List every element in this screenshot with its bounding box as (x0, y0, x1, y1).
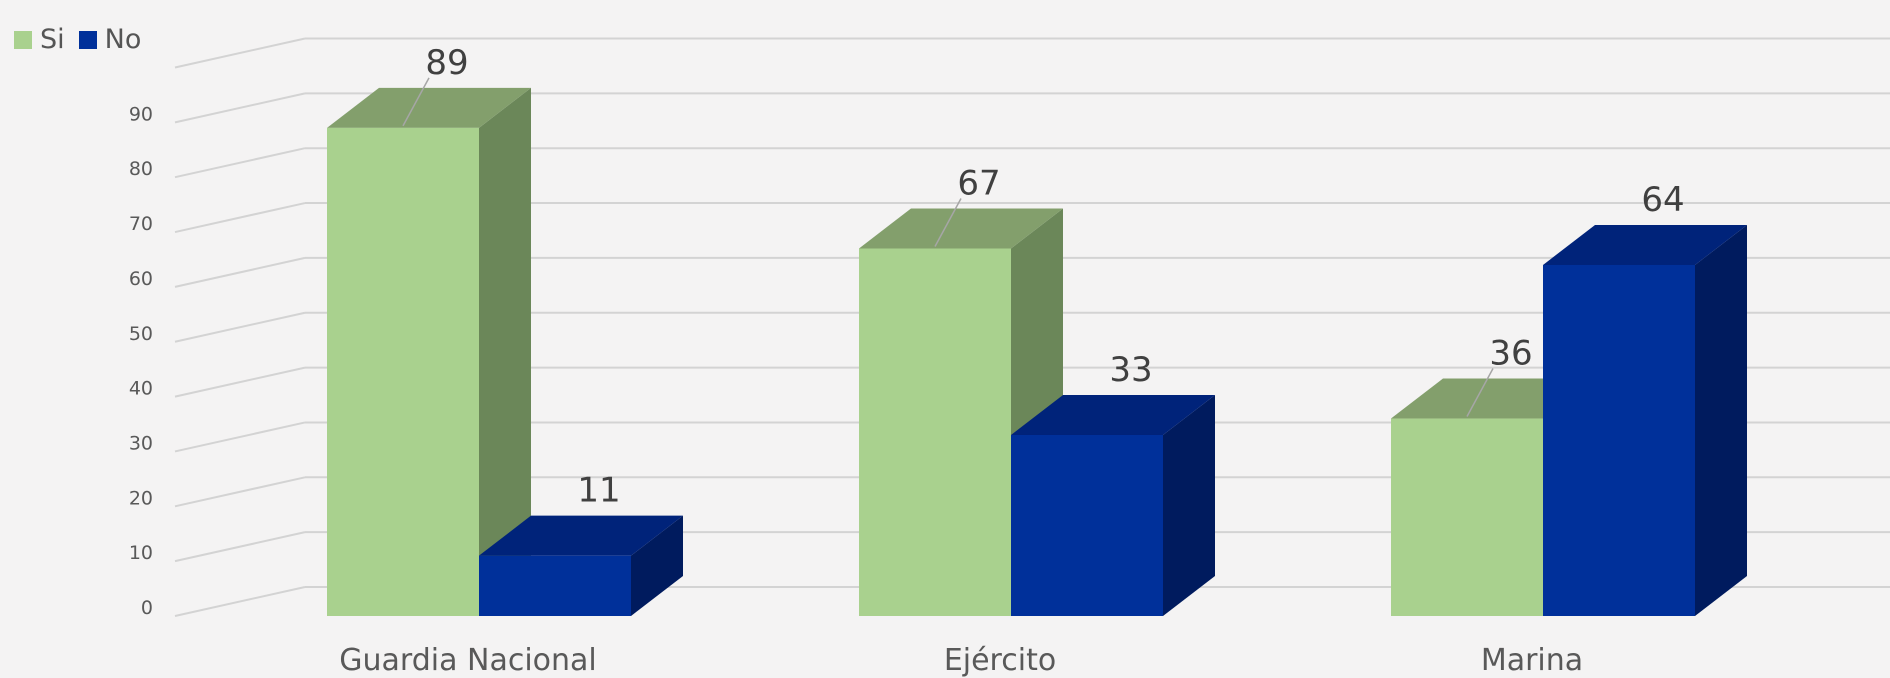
leader-line (934, 198, 962, 247)
leader-line (402, 77, 430, 127)
gridline-side (174, 476, 306, 508)
bar-top (327, 87, 531, 128)
bar-top (479, 515, 683, 556)
bar (859, 248, 1011, 616)
data-label: 89 (425, 43, 468, 83)
bar-top (859, 208, 1063, 249)
y-tick-label: 20 (129, 487, 153, 509)
bar-side (479, 87, 531, 616)
gridline-side (174, 421, 306, 453)
gridline-side (174, 147, 306, 179)
y-tick-label: 30 (129, 432, 153, 454)
legend-label-no: No (104, 24, 142, 55)
data-label: 64 (1641, 180, 1684, 220)
data-label: 11 (577, 471, 620, 511)
bar-side (1163, 394, 1215, 616)
legend-swatch-no (78, 30, 97, 49)
legend-swatch-si (14, 30, 32, 49)
legend-item-no: No (78, 24, 142, 55)
data-label: 33 (1109, 350, 1152, 390)
gridline-side (174, 311, 306, 343)
bar-side (1695, 224, 1747, 616)
bar-top (1543, 224, 1747, 265)
y-tick-label: 60 (129, 268, 153, 290)
y-tick-label: 50 (129, 323, 153, 345)
gridline-side (174, 92, 306, 124)
legend: Si No (14, 24, 141, 55)
legend-item-si: Si (14, 24, 65, 55)
y-tick-label: 80 (129, 158, 153, 180)
gridline-side (174, 531, 306, 563)
bar (1543, 264, 1695, 616)
bar (327, 127, 479, 617)
gridline-side (174, 37, 306, 69)
data-label: 36 (1489, 334, 1532, 374)
y-tick-label: 40 (129, 378, 153, 400)
bar-side (631, 515, 683, 616)
leader-line (1466, 368, 1494, 417)
category-label: Guardia Nacional (339, 643, 597, 678)
bar-top (1011, 394, 1215, 435)
gridline-side (174, 366, 306, 398)
bar (479, 555, 631, 616)
legend-label-si: Si (40, 24, 65, 55)
y-tick-label: 0 (141, 597, 153, 619)
gridline-side (174, 202, 306, 234)
data-label: 67 (957, 164, 1000, 204)
gridline-side (174, 256, 306, 288)
category-label: Ejército (944, 643, 1056, 678)
bar (1391, 418, 1543, 616)
y-tick-label: 70 (129, 213, 153, 235)
bar (1011, 434, 1163, 616)
gridline-side (174, 586, 306, 617)
y-tick-label: 90 (129, 103, 153, 125)
category-label: Marina (1481, 643, 1583, 678)
y-tick-label: 10 (129, 542, 153, 564)
